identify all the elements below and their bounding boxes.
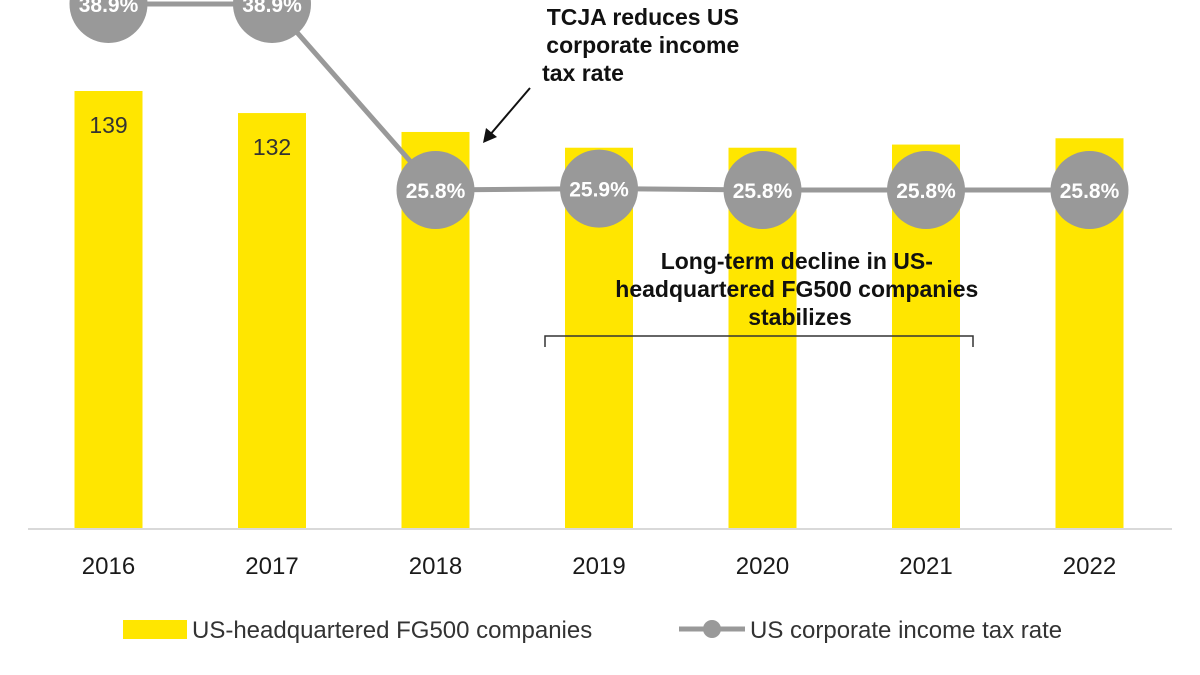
tax-rate-label-2020: 25.8%	[733, 180, 793, 203]
tax-rate-marker-2020	[723, 151, 802, 229]
tax-rate-label-2019: 25.9%	[569, 179, 629, 202]
bar-value-label-2016: 139	[89, 112, 127, 138]
annotation-tcja-line-3: tax rate	[542, 60, 624, 86]
tax-rate-marker-2017	[233, 0, 311, 43]
tax-rate-marker-2019	[560, 149, 638, 228]
bar-2017	[238, 113, 306, 529]
tax-rate-label-2018: 25.8%	[406, 180, 466, 203]
x-tick-label-2016: 2016	[82, 553, 135, 580]
annotation-decline-line-3: stabilizes	[748, 304, 852, 330]
annotation-tcja: TCJA reduces US corporate income tax rat…	[483, 4, 746, 143]
tax-rate-marker-2016	[69, 0, 148, 43]
svg-text:Long-term decline in US-: Long-term decline in US- headquartered F…	[615, 248, 984, 330]
annotation-decline-line-1: Long-term decline in US-	[661, 248, 933, 274]
legend-label-line: US corporate income tax rate	[750, 617, 1062, 644]
x-tick-label-2017: 2017	[245, 553, 298, 580]
tax-rate-marker-2022	[1050, 151, 1129, 229]
tax-rate-label-2022: 25.8%	[1060, 180, 1120, 203]
line-layer: 38.9% 38.9% 25.8% 25.9% 25.8% 25.8% 25.8%	[69, 0, 1129, 229]
x-tick-label-2018: 2018	[409, 553, 462, 580]
annotation-tcja-arrowhead	[483, 128, 497, 143]
tax-rate-label-2017: 38.9%	[242, 0, 302, 17]
svg-text:TCJA reduces US corporat: TCJA reduces US corporate income tax rat…	[542, 4, 746, 86]
annotation-decline-line-2: headquartered FG500 companies	[615, 276, 978, 302]
category-labels-layer: 2016 2017 2018 2019 2020 2021 2022	[82, 553, 1116, 580]
annotation-decline: Long-term decline in US- headquartered F…	[544, 248, 984, 347]
tax-rate-label-2016: 38.9%	[79, 0, 139, 17]
annotation-tcja-line-2: corporate income	[546, 32, 739, 58]
tax-rate-marker-2021	[887, 151, 965, 229]
legend-swatch-bar	[123, 620, 187, 639]
legend: US-headquartered FG500 companies US corp…	[123, 617, 1062, 644]
bar-2016	[74, 91, 143, 529]
annotation-tcja-line-1: TCJA reduces US	[547, 4, 739, 30]
x-tick-label-2019: 2019	[572, 553, 625, 580]
x-tick-label-2022: 2022	[1063, 553, 1116, 580]
legend-swatch-marker	[703, 620, 721, 638]
bar-value-label-2017: 132	[253, 134, 291, 160]
tax-rate-label-2021: 25.8%	[896, 180, 956, 203]
annotation-tcja-arrow	[488, 87, 531, 137]
tax-rate-marker-2018	[396, 151, 475, 229]
legend-label-bar: US-headquartered FG500 companies	[192, 617, 592, 644]
x-tick-label-2021: 2021	[899, 553, 952, 580]
x-tick-label-2020: 2020	[736, 553, 789, 580]
annotation-decline-bracket	[544, 335, 974, 347]
